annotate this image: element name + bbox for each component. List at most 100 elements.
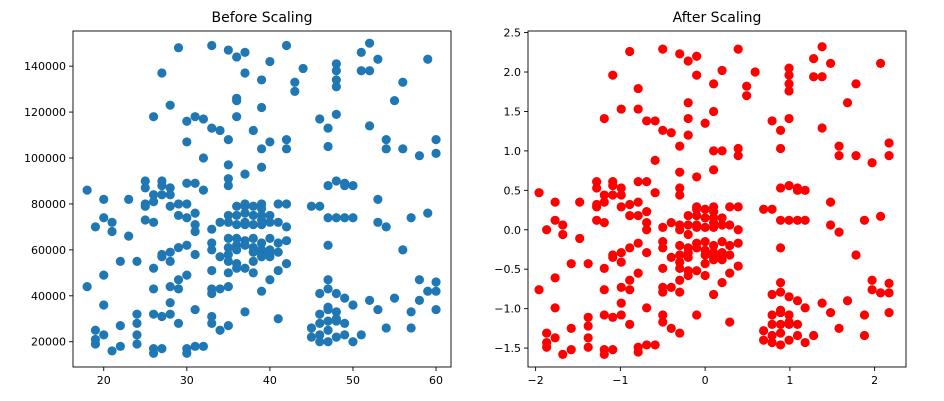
- data-point: [281, 199, 292, 209]
- data-point: [784, 180, 794, 191]
- data-point: [190, 220, 200, 230]
- data-point: [534, 285, 544, 295]
- data-point: [800, 185, 810, 195]
- y-tick-label: −1.0: [494, 303, 521, 316]
- data-point: [867, 285, 877, 295]
- data-point: [675, 287, 685, 297]
- data-point: [423, 208, 433, 218]
- data-point: [148, 309, 159, 319]
- data-point: [406, 323, 416, 333]
- data-point: [373, 304, 383, 315]
- data-point: [775, 328, 786, 338]
- data-point: [683, 113, 693, 124]
- data-point: [800, 337, 810, 348]
- data-point: [182, 137, 192, 147]
- data-point: [232, 233, 242, 243]
- data-point: [240, 263, 250, 273]
- data-point: [165, 309, 175, 319]
- data-point: [642, 218, 652, 228]
- data-point: [356, 47, 366, 57]
- data-point: [148, 217, 159, 227]
- data-point: [248, 210, 258, 221]
- data-point: [700, 250, 710, 260]
- plot-frame: [527, 30, 907, 368]
- data-point: [775, 340, 786, 350]
- data-point: [592, 177, 602, 187]
- data-point: [767, 337, 777, 348]
- data-point: [273, 265, 283, 276]
- data-point: [817, 42, 827, 52]
- y-tick-label: 20000: [31, 336, 66, 349]
- before-scaling-chart: Before Scaling 20 30 40 50 60 20000 40000 60000 8…: [24, 10, 452, 387]
- data-point: [99, 270, 109, 280]
- data-point: [273, 199, 283, 209]
- data-point: [566, 345, 576, 355]
- data-point: [592, 183, 602, 193]
- data-point: [223, 210, 233, 221]
- data-point: [340, 330, 350, 340]
- data-point: [398, 77, 408, 87]
- data-point: [717, 236, 727, 247]
- data-point: [692, 204, 702, 214]
- data-point: [599, 310, 609, 320]
- data-point: [784, 86, 794, 96]
- data-point: [809, 72, 819, 82]
- data-point: [340, 213, 350, 223]
- data-point: [232, 263, 242, 273]
- data-point: [666, 282, 676, 292]
- data-point: [742, 81, 752, 91]
- data-point: [658, 44, 668, 54]
- data-point: [132, 330, 142, 340]
- data-point: [240, 47, 250, 57]
- data-point: [784, 215, 794, 225]
- data-point: [583, 259, 593, 269]
- data-point: [633, 83, 643, 94]
- data-point: [173, 210, 184, 221]
- data-point: [675, 328, 685, 338]
- data-point: [625, 319, 635, 330]
- data-point: [356, 330, 366, 340]
- data-point: [165, 282, 175, 292]
- data-point: [157, 180, 167, 191]
- data-point: [348, 337, 358, 347]
- data-point: [683, 98, 693, 108]
- data-point: [223, 242, 233, 253]
- data-point: [340, 293, 350, 303]
- data-point: [700, 236, 710, 247]
- data-point: [165, 183, 175, 193]
- data-point: [692, 310, 702, 320]
- data-point: [717, 255, 727, 265]
- data-point: [675, 263, 685, 274]
- data-point: [157, 68, 167, 78]
- data-point: [884, 278, 894, 288]
- data-point: [775, 215, 786, 225]
- data-point: [834, 141, 844, 151]
- data-point: [157, 344, 167, 354]
- data-point: [692, 172, 702, 182]
- chart-title: Before Scaling: [212, 10, 313, 26]
- x-tick-label: 20: [97, 374, 111, 387]
- data-point: [616, 183, 626, 193]
- data-point: [599, 263, 609, 274]
- data-point: [558, 229, 568, 240]
- data-point: [842, 296, 853, 306]
- plot-frame: [72, 30, 452, 368]
- data-point: [348, 213, 358, 223]
- data-point: [165, 201, 175, 211]
- data-point: [323, 304, 333, 315]
- data-point: [542, 225, 552, 235]
- data-point: [542, 328, 552, 338]
- data-point: [625, 46, 635, 57]
- data-point: [558, 349, 568, 359]
- data-point: [381, 222, 391, 232]
- data-point: [700, 118, 710, 128]
- data-point: [248, 233, 258, 243]
- data-point: [692, 222, 702, 232]
- data-point: [542, 342, 552, 352]
- data-point: [265, 56, 275, 67]
- data-point: [340, 318, 350, 328]
- data-point: [140, 215, 150, 225]
- data-point: [207, 288, 217, 299]
- data-point: [132, 309, 142, 319]
- data-point: [616, 310, 626, 320]
